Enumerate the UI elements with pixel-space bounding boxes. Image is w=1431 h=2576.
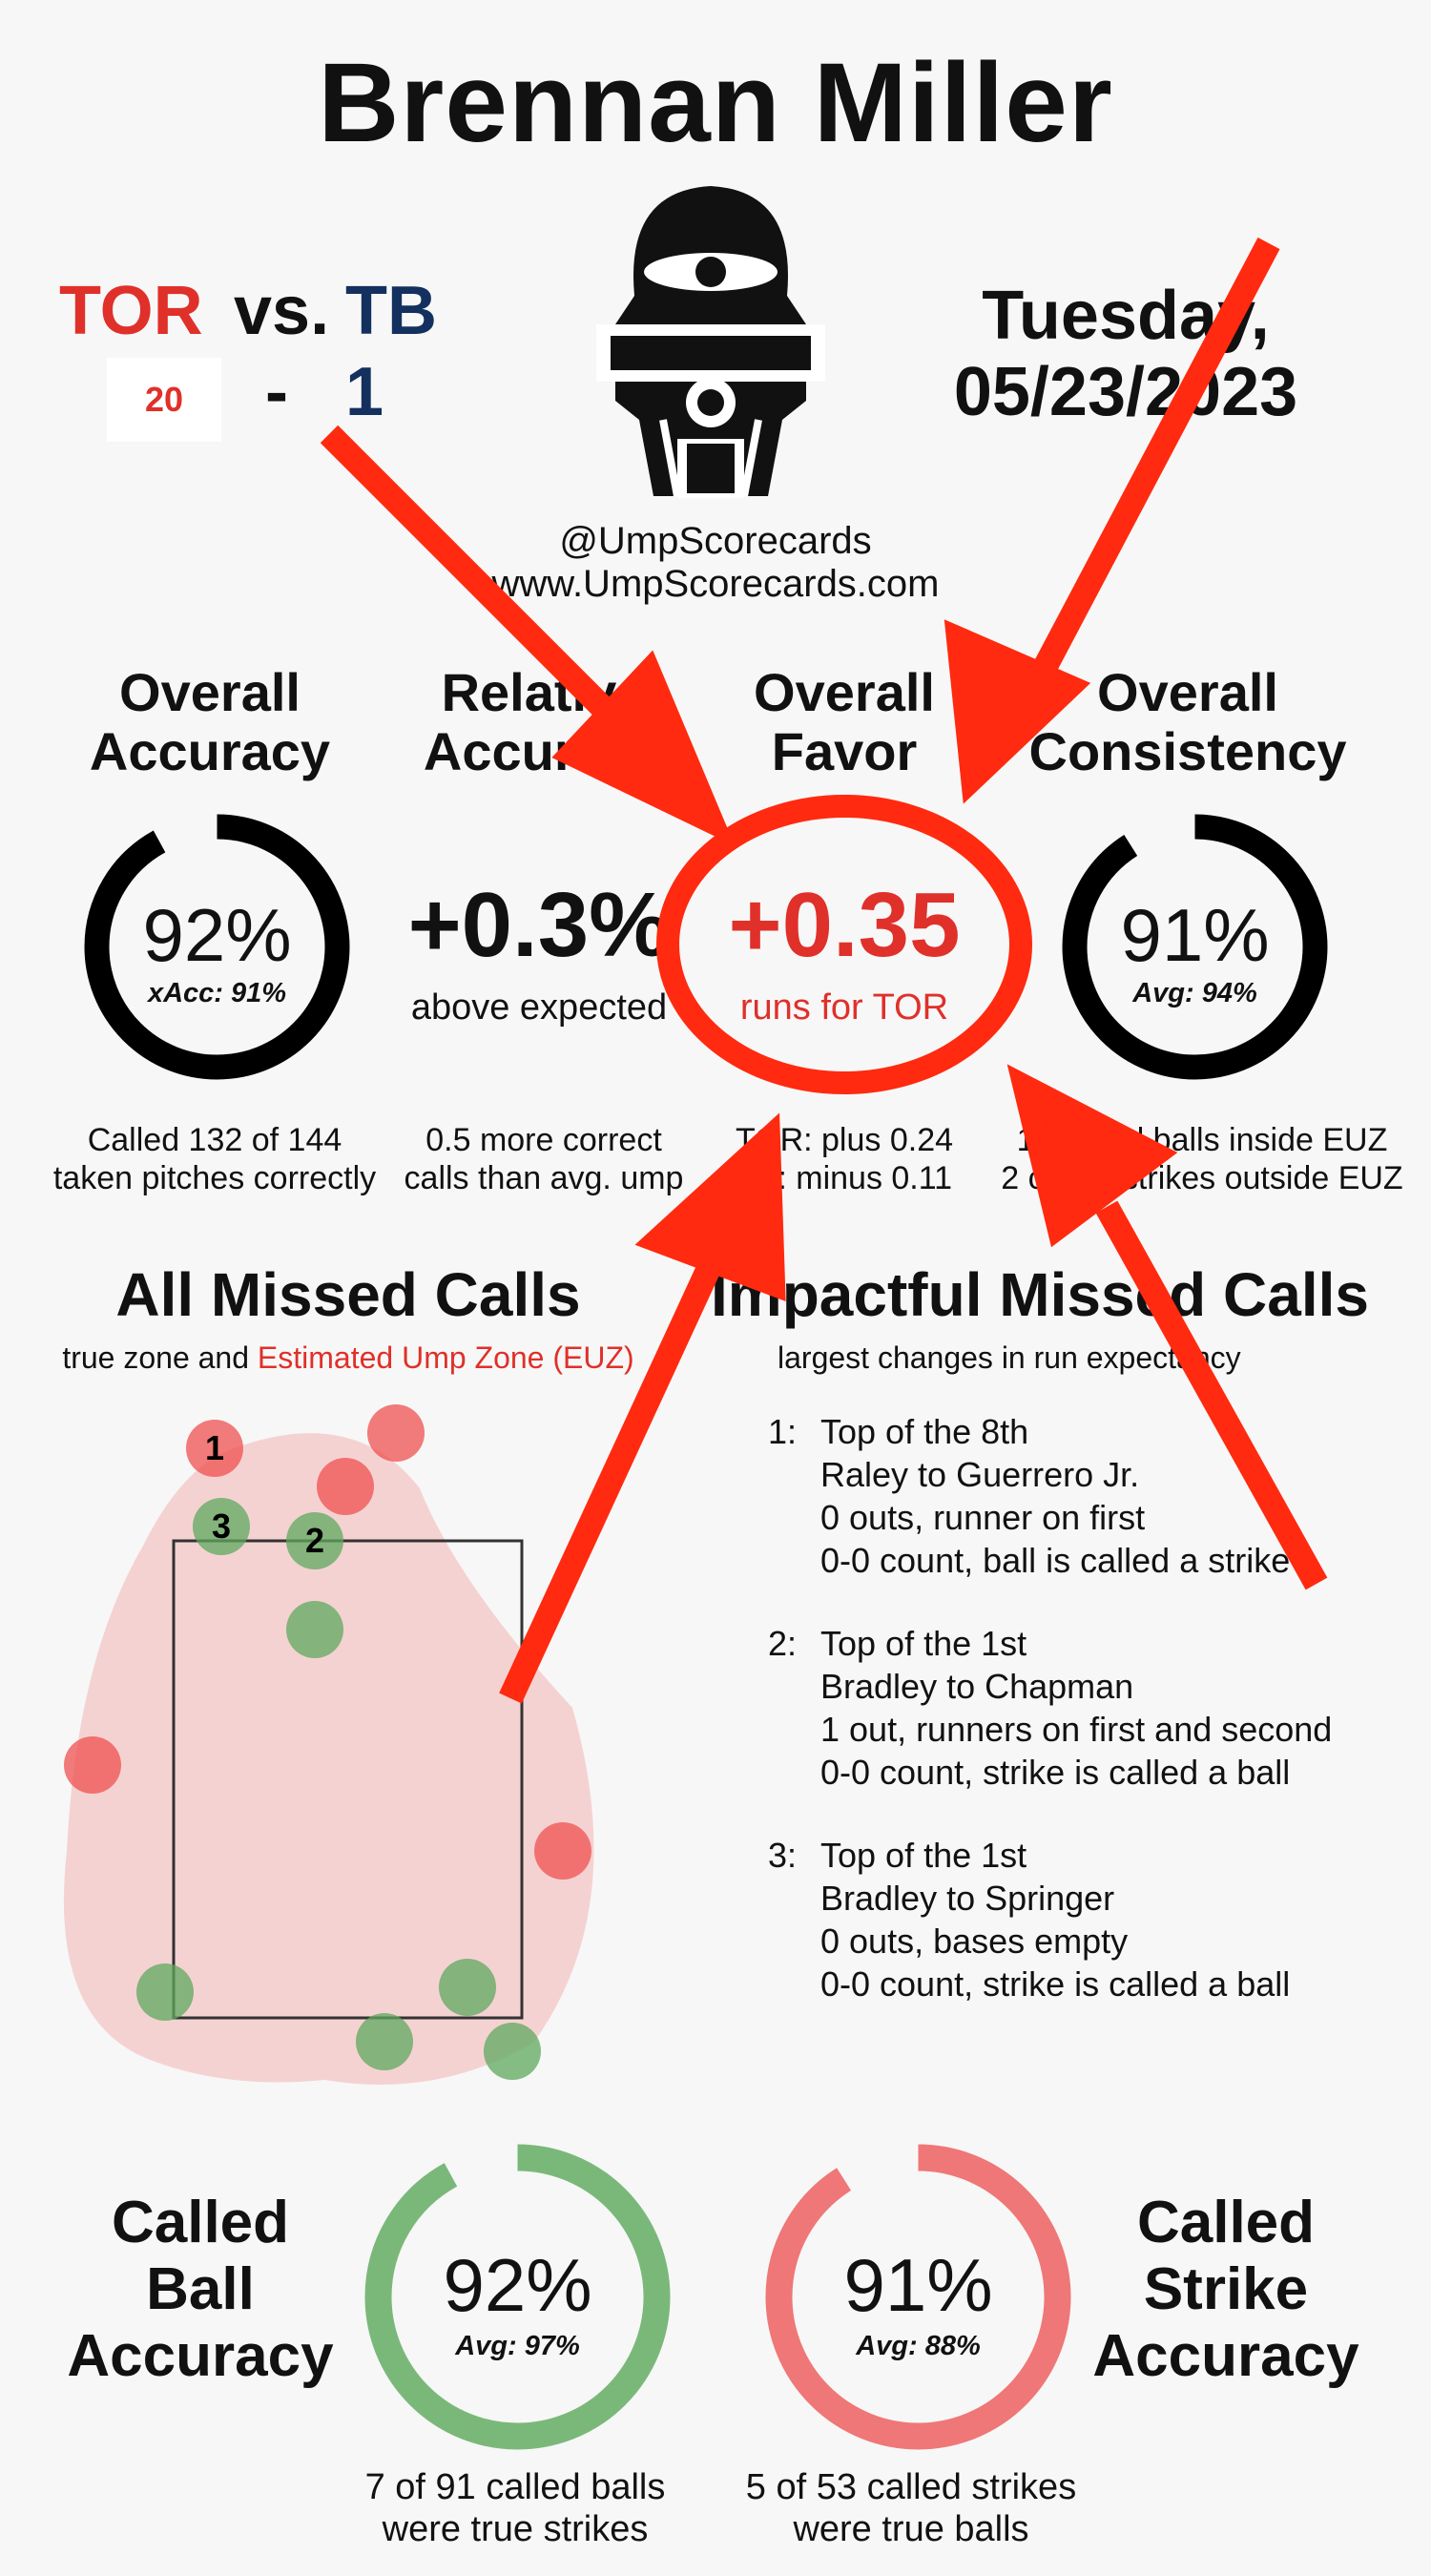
called-ball-avg: Avg: 97% [455,2331,580,2361]
missed-call-label-2: 2 [305,1521,324,1560]
game-date: 05/23/2023 [953,354,1298,430]
impactful-call-3: 3: Top of the 1st Bradley to Springer 0 … [768,1836,1291,2004]
overall-favor-sub: runs for TOR [739,987,949,1028]
relative-accuracy-value: +0.3% [407,874,671,976]
impactful-call-2: 2: Top of the 1st Bradley to Chapman 1 o… [768,1624,1333,1792]
called-strike-ring [765,2144,1071,2450]
missed-ball-points [136,1498,541,2080]
umpire-name: Brennan Miller [318,40,1113,166]
impactful-call-1: 1: Top of the 8th Raley to Guerrero Jr. … [768,1412,1291,1580]
missed-calls-zone-plot: 1 2 3 [63,1404,594,2085]
favor-highlight-circle [656,795,1032,1094]
all-missed-calls-title: All Missed Calls [115,1260,581,1329]
overall-consistency-ring [1062,814,1328,1080]
impactful-missed-calls-title: Impactful Missed Calls [711,1260,1369,1329]
home-score: 20 [107,358,221,442]
away-team: TB [345,273,437,349]
all-missed-calls-subtitle: true zone and Estimated Ump Zone (EUZ) [62,1340,634,1375]
overall-accuracy-note: Called 132 of 144 taken pitches correctl… [52,1122,377,1196]
overall-consistency-avg: Avg: 94% [1132,978,1257,1008]
twitter-handle: @UmpScorecards [559,520,872,562]
away-score: 1 [345,354,384,430]
arrows [320,237,1328,1704]
relative-accuracy-note: 0.5 more correct calls than avg. ump [404,1122,684,1196]
overall-favor-heading: Overall Favor [754,662,935,781]
missed-call-label-3: 3 [212,1506,231,1546]
overall-consistency-heading: Overall Consistency [1028,662,1347,781]
missed-strike-points [64,1404,591,1880]
missed-call-label-1: 1 [205,1428,224,1467]
home-team: TOR [59,273,203,349]
called-strike-value: 91% [843,2243,993,2327]
overall-accuracy-heading: Overall Accuracy [89,662,331,781]
overall-accuracy-value: 92% [142,893,292,977]
website: www.UmpScorecards.com [491,563,940,605]
called-ball-note: 7 of 91 called balls were true strikes [364,2467,666,2549]
relative-accuracy-sub: above expected [410,987,668,1028]
umpire-mask-icon [596,186,825,498]
overall-favor-value: +0.35 [728,874,961,976]
called-ball-value: 92% [443,2243,592,2327]
called-strike-accuracy-label: Called Strike Accuracy [1092,2190,1359,2389]
vs-label: vs. [234,273,330,349]
strike-zone [172,1539,524,2020]
overall-consistency-value: 91% [1120,893,1270,977]
overall-accuracy-ring [84,814,350,1080]
called-ball-accuracy-label: Called Ball Accuracy [67,2190,334,2389]
euz-region [63,1433,594,2085]
called-strike-note: 5 of 53 called strikes were true balls [745,2467,1077,2549]
score-dash: - [265,354,288,430]
called-strike-avg: Avg: 88% [856,2331,981,2361]
called-ball-ring [364,2144,671,2450]
impactful-missed-calls-subtitle: largest changes in run expectancy [778,1340,1241,1375]
overall-accuracy-xacc: xAcc: 91% [147,978,287,1008]
